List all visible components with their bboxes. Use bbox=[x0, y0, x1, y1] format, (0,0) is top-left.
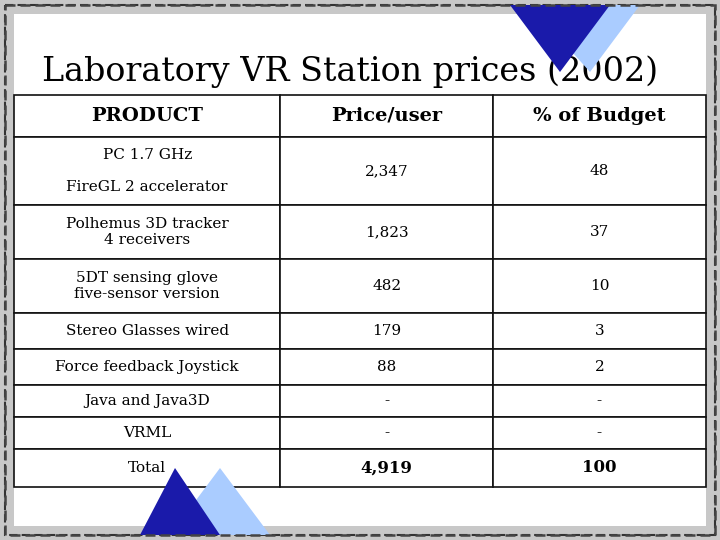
Bar bbox=[280, 95, 493, 137]
Bar bbox=[493, 349, 706, 385]
Bar bbox=[280, 349, 493, 385]
Bar bbox=[14, 417, 280, 449]
Bar bbox=[493, 313, 706, 349]
Bar bbox=[280, 205, 493, 259]
Polygon shape bbox=[170, 468, 270, 535]
Bar bbox=[493, 449, 706, 487]
Bar bbox=[280, 417, 493, 449]
Bar bbox=[493, 417, 706, 449]
Text: 1,823: 1,823 bbox=[365, 225, 408, 239]
Bar bbox=[493, 259, 706, 313]
Bar bbox=[493, 95, 706, 137]
Text: Price/user: Price/user bbox=[331, 107, 442, 125]
Text: -: - bbox=[384, 394, 390, 408]
Text: PC 1.7 GHz

FireGL 2 accelerator: PC 1.7 GHz FireGL 2 accelerator bbox=[66, 148, 228, 194]
Text: 10: 10 bbox=[590, 279, 609, 293]
Text: 3: 3 bbox=[595, 324, 604, 338]
Text: 179: 179 bbox=[372, 324, 401, 338]
Bar bbox=[14, 205, 280, 259]
Text: 37: 37 bbox=[590, 225, 609, 239]
Text: 2: 2 bbox=[595, 360, 604, 374]
Text: Total: Total bbox=[128, 461, 166, 475]
Bar bbox=[14, 95, 280, 137]
Text: 4,919: 4,919 bbox=[361, 460, 413, 476]
Text: -: - bbox=[597, 394, 602, 408]
Polygon shape bbox=[510, 5, 610, 72]
Polygon shape bbox=[140, 468, 220, 535]
Bar bbox=[280, 449, 493, 487]
Bar bbox=[493, 385, 706, 417]
Text: Force feedback Joystick: Force feedback Joystick bbox=[55, 360, 239, 374]
Text: VRML: VRML bbox=[123, 426, 171, 440]
Bar bbox=[280, 137, 493, 205]
Text: % of Budget: % of Budget bbox=[533, 107, 666, 125]
Bar bbox=[14, 313, 280, 349]
Text: 88: 88 bbox=[377, 360, 396, 374]
Text: 100: 100 bbox=[582, 460, 617, 476]
Text: Java and Java3D: Java and Java3D bbox=[84, 394, 210, 408]
Text: -: - bbox=[597, 426, 602, 440]
Text: -: - bbox=[384, 426, 390, 440]
Polygon shape bbox=[530, 5, 640, 72]
Bar bbox=[14, 449, 280, 487]
Bar bbox=[280, 259, 493, 313]
Bar bbox=[14, 137, 280, 205]
Text: 482: 482 bbox=[372, 279, 401, 293]
Bar bbox=[14, 259, 280, 313]
Bar bbox=[14, 385, 280, 417]
Text: Stereo Glasses wired: Stereo Glasses wired bbox=[66, 324, 229, 338]
Bar bbox=[280, 385, 493, 417]
Text: 2,347: 2,347 bbox=[365, 164, 408, 178]
Text: Polhemus 3D tracker
4 receivers: Polhemus 3D tracker 4 receivers bbox=[66, 217, 228, 247]
Text: PRODUCT: PRODUCT bbox=[91, 107, 203, 125]
Text: 48: 48 bbox=[590, 164, 609, 178]
Bar bbox=[14, 349, 280, 385]
Text: Laboratory VR Station prices (2002): Laboratory VR Station prices (2002) bbox=[42, 56, 658, 89]
Text: 5DT sensing glove
five-sensor version: 5DT sensing glove five-sensor version bbox=[74, 271, 220, 301]
Bar bbox=[493, 205, 706, 259]
Bar bbox=[493, 137, 706, 205]
Bar bbox=[280, 313, 493, 349]
